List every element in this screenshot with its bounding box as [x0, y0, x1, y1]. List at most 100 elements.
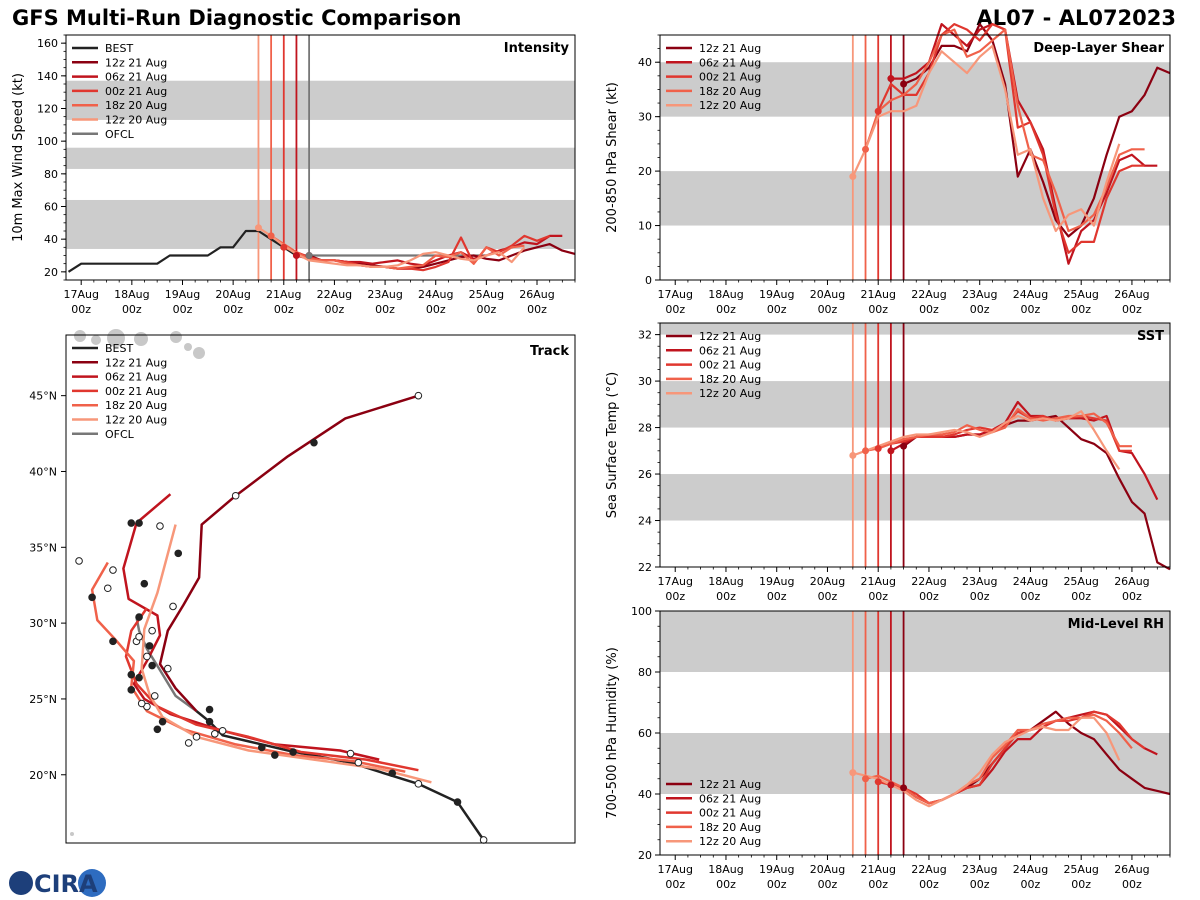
x-tick-sublabel: 00z [818, 303, 838, 316]
init-marker-12z-20-aug [849, 173, 857, 181]
track-point [388, 769, 397, 778]
panel-title: SST [1137, 329, 1164, 344]
y-tick-label: 20 [638, 849, 652, 862]
x-tick-label: 20Aug [810, 575, 845, 588]
x-tick-label: 24Aug [418, 288, 453, 301]
legend-label-ofcl: OFCL [105, 428, 135, 441]
x-tick-sublabel: 00z [122, 303, 142, 316]
y-tick-label: 26 [638, 468, 652, 481]
track-point [156, 522, 164, 530]
track-point [174, 549, 183, 558]
init-marker-06z-21-aug [887, 447, 895, 455]
land-shape [170, 331, 182, 343]
x-tick-sublabel: 00z [767, 878, 787, 891]
legend-label-00z-21-aug: 00z 21 Aug [105, 85, 167, 98]
x-tick-label: 25Aug [1063, 863, 1098, 876]
x-tick-label: 18Aug [708, 288, 743, 301]
x-tick-sublabel: 00z [970, 590, 990, 603]
x-tick-sublabel: 00z [426, 303, 446, 316]
track-point [205, 705, 214, 714]
x-tick-label: 19Aug [759, 288, 794, 301]
x-tick-label: 26Aug [1114, 575, 1149, 588]
x-tick-label: 22Aug [911, 575, 946, 588]
x-tick-label: 17Aug [657, 575, 692, 588]
x-tick-sublabel: 00z [716, 303, 736, 316]
y-tick-label: 80 [44, 168, 58, 181]
panel-title: Track [530, 344, 569, 359]
y-tick-label: 80 [638, 666, 652, 679]
x-tick-sublabel: 00z [919, 590, 939, 603]
track-point [103, 584, 112, 593]
x-tick-sublabel: 00z [767, 590, 787, 603]
y-tick-label: 60 [44, 201, 58, 214]
y-tick-label: 20 [44, 266, 58, 279]
init-marker-ofcl [305, 252, 313, 259]
track-point [143, 652, 151, 661]
track-point [140, 579, 149, 588]
x-tick-sublabel: 00z [868, 878, 888, 891]
legend-label-12z-20-aug: 12z 20 Aug [699, 387, 761, 400]
x-tick-label: 26Aug [1114, 863, 1149, 876]
series-12z-20-aug [852, 410, 1121, 471]
sst-panel: 22 24 26 28 30 32 17Aug 00z 18Aug 00z 19Aug 00z 20Au… [605, 322, 1171, 603]
x-tick-sublabel: 00z [1122, 590, 1142, 603]
land-shape [184, 343, 192, 351]
track-point [169, 602, 177, 611]
init-marker-12z-21-aug [900, 784, 908, 792]
y-tick-label: 160 [37, 37, 58, 50]
init-marker-18z-20-aug [862, 447, 870, 455]
init-marker-12z-21-aug [900, 80, 908, 88]
x-tick-label: 26Aug [1114, 288, 1149, 301]
track-point [164, 664, 172, 673]
storm-id-title: AL07 - AL072023 [976, 6, 1177, 30]
track-point [145, 642, 154, 650]
legend-label-18z-20-aug: 18z 20 Aug [699, 373, 761, 386]
x-tick-sublabel: 00z [868, 590, 888, 603]
x-tick-label: 17Aug [657, 863, 692, 876]
x-tick-label: 19Aug [165, 288, 200, 301]
x-tick-label: 22Aug [911, 863, 946, 876]
legend-label-00z-21-aug: 00z 21 Aug [699, 359, 761, 372]
track-point [210, 730, 219, 738]
shaded-band [660, 323, 1170, 335]
track-18z-20-aug [90, 561, 406, 773]
track-point [148, 661, 156, 670]
x-tick-label: 20Aug [810, 288, 845, 301]
y-tick-label: 10 [638, 220, 652, 233]
x-tick-label: 17Aug [63, 288, 98, 301]
cira-logo-globe-icon [78, 869, 106, 897]
track-point [158, 717, 167, 726]
chart-title: GFS Multi-Run Diagnostic Comparison [12, 6, 462, 30]
x-tick-label: 25Aug [469, 288, 504, 301]
y-tick-label: 28 [638, 422, 652, 435]
series-00z-21-aug [877, 23, 1145, 254]
x-tick-label: 19Aug [759, 863, 794, 876]
x-tick-sublabel: 00z [325, 303, 345, 316]
init-marker-00z-21-aug [874, 778, 882, 786]
series-00z-21-aug [877, 710, 1146, 805]
track-point [346, 749, 355, 758]
track-point [127, 686, 136, 694]
y-tick-label: 40 [44, 233, 58, 246]
y-tick-label: 32 [638, 329, 652, 342]
x-tick-label: 25Aug [1063, 288, 1098, 301]
shaded-band [660, 474, 1170, 521]
init-marker-06z-21-aug [887, 781, 895, 789]
x-tick-sublabel: 00z [919, 878, 939, 891]
land-shape [193, 347, 205, 359]
legend-label-12z-20-aug: 12z 20 Aug [699, 835, 761, 848]
lat-tick-label: 25°N [29, 693, 57, 706]
series-18z-20-aug [865, 713, 1133, 805]
x-tick-label: 24Aug [1013, 288, 1048, 301]
x-tick-sublabel: 00z [1122, 878, 1142, 891]
x-tick-sublabel: 00z [274, 303, 294, 316]
plot-frame [65, 334, 576, 844]
shaded-band [66, 147, 575, 169]
lat-tick-label: 45°N [29, 390, 57, 403]
track-point [150, 692, 159, 700]
init-marker-00z-21-aug [874, 107, 882, 115]
track-point [135, 632, 143, 641]
series-18z-20-aug [864, 28, 1145, 233]
